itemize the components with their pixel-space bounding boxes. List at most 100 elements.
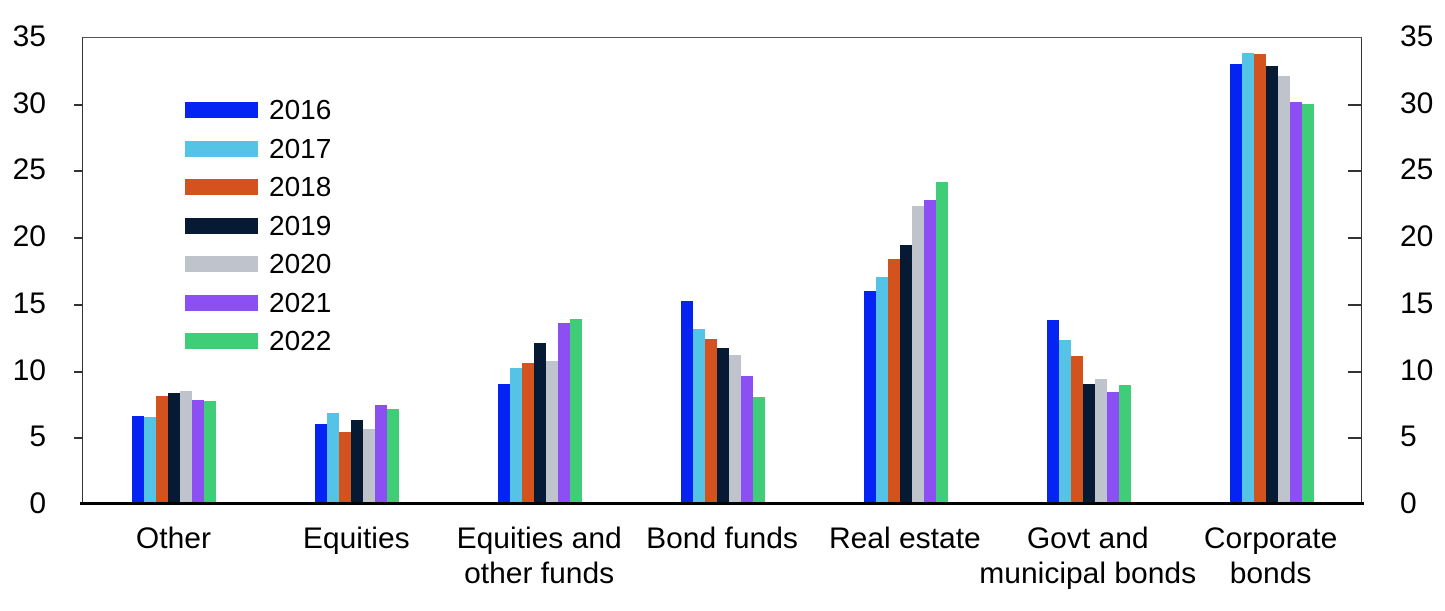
bar-2020-3 — [729, 354, 741, 504]
bar-2019-3 — [717, 347, 729, 504]
plot-area: 2016 2017 2018 2019 2020 2021 2022 — [74, 37, 1362, 504]
y-tick-label-left: 15 — [12, 286, 46, 320]
legend: 2016 2017 2018 2019 2020 2021 2022 — [185, 91, 331, 361]
bar-2019-2 — [534, 342, 547, 504]
legend-row-2021: 2021 — [185, 284, 331, 323]
legend-swatch-2020 — [185, 256, 258, 273]
bar-2020-6 — [1277, 75, 1290, 504]
bar-2016-3 — [681, 301, 693, 504]
y-tick-left — [74, 437, 82, 440]
bar-2016-2 — [498, 383, 511, 504]
bar-2020-0 — [180, 390, 193, 504]
legend-swatch-2016 — [185, 102, 258, 119]
x-tick-label-3: Bond funds — [646, 522, 798, 555]
y-tick-label-right: 30 — [1400, 86, 1434, 120]
legend-row-2019: 2019 — [185, 207, 331, 246]
legend-label-2018: 2018 — [269, 171, 332, 203]
legend-row-2018: 2018 — [185, 168, 331, 207]
y-tick-label-left: 10 — [12, 353, 46, 387]
y-tick-right — [1348, 437, 1361, 440]
bar-2016-6 — [1229, 63, 1242, 504]
legend-label-2020: 2020 — [269, 248, 332, 280]
bar-2019-1 — [351, 419, 364, 504]
legend-row-2017: 2017 — [185, 130, 331, 169]
y-tick-right — [1348, 103, 1361, 106]
bar-group-3 — [681, 37, 765, 504]
bar-2021-6 — [1289, 102, 1302, 504]
bar-2017-6 — [1241, 53, 1254, 504]
x-tick-label-5: Govt and municipal bonds — [979, 522, 1197, 590]
bar-2020-1 — [363, 429, 376, 504]
bar-2022-1 — [387, 409, 400, 504]
y-tick-label-right: 25 — [1400, 153, 1434, 187]
y-tick-label-left: 20 — [12, 220, 46, 254]
bar-2020-2 — [546, 361, 559, 504]
y-tick-right — [1348, 370, 1361, 373]
bar-2018-2 — [522, 362, 535, 504]
y-tick-left — [74, 370, 82, 373]
y-tick-label-left: 35 — [12, 20, 46, 53]
bar-2019-4 — [899, 245, 912, 504]
bar-2022-6 — [1301, 103, 1314, 504]
bar-2018-4 — [887, 258, 900, 504]
y-tick-right — [1348, 170, 1361, 173]
bar-2018-3 — [705, 338, 717, 504]
bar-2021-0 — [192, 399, 205, 504]
y-tick-label-left: 5 — [29, 420, 46, 454]
legend-row-2022: 2022 — [185, 322, 331, 361]
bar-2022-4 — [935, 182, 948, 504]
y-tick-label-left: 30 — [12, 86, 46, 120]
bar-2017-3 — [693, 329, 705, 504]
legend-label-2019: 2019 — [269, 209, 332, 241]
y-tick-label-right: 15 — [1400, 286, 1434, 320]
bar-2019-5 — [1082, 383, 1095, 504]
bar-2021-2 — [558, 322, 571, 504]
bar-2020-5 — [1094, 378, 1107, 504]
y-tick-label-right: 20 — [1400, 220, 1434, 254]
legend-swatch-2018 — [185, 179, 258, 196]
x-tick-label-4: Real estate — [828, 522, 981, 555]
bar-2016-0 — [132, 415, 145, 504]
bar-2021-5 — [1106, 391, 1119, 504]
bar-2016-5 — [1046, 319, 1059, 504]
bar-2018-0 — [156, 395, 169, 504]
bar-2017-4 — [875, 277, 888, 504]
legend-row-2020: 2020 — [185, 245, 331, 284]
y-tick-label-right: 0 — [1400, 487, 1417, 520]
bar-2018-5 — [1070, 355, 1083, 504]
legend-label-2021: 2021 — [269, 286, 332, 318]
bar-2021-4 — [923, 199, 936, 504]
x-axis-baseline — [80, 502, 1364, 505]
legend-swatch-2021 — [185, 294, 258, 311]
y-tick-right — [1348, 237, 1361, 240]
y-tick-left — [74, 103, 82, 106]
bar-2016-4 — [863, 290, 876, 504]
bar-group-2 — [498, 37, 583, 504]
bar-2022-5 — [1118, 385, 1131, 504]
bar-2021-3 — [741, 375, 753, 504]
bar-2018-1 — [339, 431, 352, 504]
x-tick-label-6: Corporate bonds — [1203, 522, 1338, 590]
bar-2019-6 — [1265, 66, 1278, 504]
legend-label-2016: 2016 — [269, 94, 332, 126]
bar-2018-6 — [1253, 54, 1266, 504]
legend-swatch-2019 — [185, 217, 258, 234]
bar-2022-3 — [753, 397, 765, 504]
legend-swatch-2017 — [185, 140, 258, 157]
legend-swatch-2022 — [185, 333, 258, 350]
bar-group-6 — [1229, 37, 1314, 504]
y-tick-right — [1348, 303, 1361, 306]
bar-2022-2 — [570, 318, 583, 504]
y-tick-left — [74, 237, 82, 240]
bar-2017-0 — [144, 417, 157, 504]
x-tick-label-0: Other — [135, 522, 211, 555]
bar-2021-1 — [375, 405, 388, 504]
bar-2016-1 — [315, 423, 328, 504]
y-tick-label-right: 5 — [1400, 420, 1417, 454]
x-tick-label-2: Equities and other funds — [456, 522, 622, 590]
bar-2019-0 — [168, 393, 181, 504]
legend-row-2016: 2016 — [185, 91, 331, 130]
bar-2017-2 — [510, 367, 523, 504]
bar-2022-0 — [204, 401, 217, 504]
